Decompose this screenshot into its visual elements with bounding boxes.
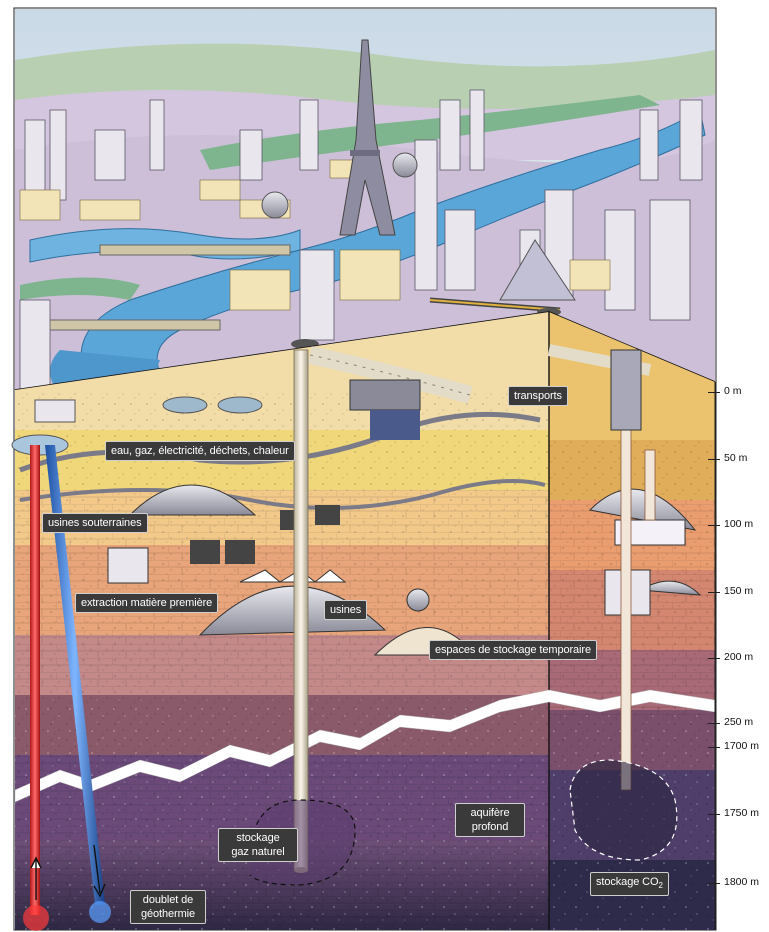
label-temp-storage: espaces de stockage temporaire — [429, 640, 597, 660]
label-utilities: eau, gaz, électricité, déchets, chaleur — [105, 441, 295, 461]
label-gas-storage-line1: stockage — [236, 832, 280, 844]
label-gas-storage-line2: gaz naturel — [231, 846, 285, 858]
depth-label: 150 m — [724, 585, 754, 597]
depth-label: 0 m — [724, 385, 742, 397]
depth-tick — [708, 814, 720, 815]
depth-label: 1750 m — [724, 807, 760, 819]
depth-tick — [708, 723, 720, 724]
depth-tick — [708, 525, 720, 526]
depth-tick — [708, 747, 720, 748]
label-factories: usines — [324, 600, 368, 620]
label-co2-text: stockage CO — [596, 876, 659, 888]
depth-tick — [708, 592, 720, 593]
label-aquifer: aquifère profond — [455, 803, 525, 837]
depth-tick — [708, 459, 720, 460]
depth-tick — [708, 392, 720, 393]
depth-tick — [708, 883, 720, 884]
label-underground-factories: usines souterraines — [42, 513, 148, 533]
depth-label: 100 m — [724, 518, 754, 530]
factories — [107, 484, 702, 656]
label-gas-storage: stockage gaz naturel — [218, 828, 298, 862]
depth-label: 1800 m — [724, 876, 760, 888]
depth-label: 250 m — [724, 716, 754, 728]
label-aquifer-line2: profond — [471, 821, 509, 833]
label-transports: transports — [508, 386, 568, 406]
depth-label: 1700 m — [724, 740, 760, 752]
label-geothermal-line1: doublet de — [142, 894, 194, 906]
depth-label: 200 m — [724, 651, 754, 663]
label-geothermal-line2: géothermie — [140, 908, 196, 920]
label-geothermal: doublet de géothermie — [130, 890, 206, 924]
label-raw-extraction: extraction matière première — [75, 593, 219, 613]
depth-tick — [708, 658, 720, 659]
surface-city — [15, 9, 715, 395]
label-aquifer-line1: aquifère — [470, 807, 510, 819]
depth-label: 50 m — [724, 452, 748, 464]
label-co2-storage: stockage CO2 — [590, 872, 669, 897]
label-co2-subscript: 2 — [658, 881, 663, 891]
